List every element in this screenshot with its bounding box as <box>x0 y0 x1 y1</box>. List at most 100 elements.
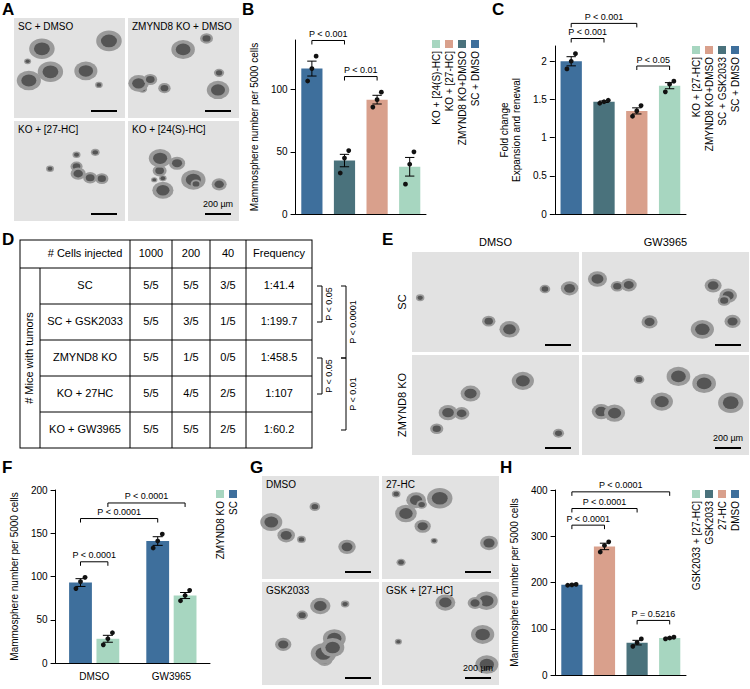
svg-text:27-HC: 27-HC <box>386 479 415 490</box>
svg-text:Mammosphere number per 5000 ce: Mammosphere number per 5000 cells <box>509 498 520 666</box>
svg-text:2/5: 2/5 <box>220 387 235 399</box>
svg-text:KO + [24(S)-HC]: KO + [24(S)-HC] <box>132 124 206 135</box>
svg-text:DMSO: DMSO <box>266 479 296 490</box>
svg-text:DMSO: DMSO <box>79 671 109 682</box>
svg-text:SC + DMSO: SC + DMSO <box>18 21 74 32</box>
svg-text:P < 0.001: P < 0.001 <box>309 29 348 39</box>
svg-text:KO + 27HC: KO + 27HC <box>57 387 114 399</box>
svg-text:KO + [27-HC]: KO + [27-HC] <box>691 57 702 118</box>
svg-text:0: 0 <box>542 670 548 681</box>
svg-text:SC: SC <box>77 279 92 291</box>
svg-text:4/5: 4/5 <box>183 387 198 399</box>
svg-text:Fold change: Fold change <box>499 102 510 157</box>
svg-text:100: 100 <box>31 571 48 582</box>
svg-text:1/5: 1/5 <box>183 351 198 363</box>
svg-text:1: 1 <box>541 132 547 143</box>
svg-text:5/5: 5/5 <box>143 351 158 363</box>
svg-text:50: 50 <box>36 614 48 625</box>
svg-text:5/5: 5/5 <box>143 279 158 291</box>
svg-text:ZMYND8 KO: ZMYND8 KO <box>53 351 118 363</box>
svg-text:ZMYND8 KO+DMSO: ZMYND8 KO+DMSO <box>704 57 715 151</box>
svg-text:200: 200 <box>182 247 200 259</box>
svg-text:0: 0 <box>282 209 288 220</box>
svg-text:GW3965: GW3965 <box>152 671 192 682</box>
svg-text:KO + GW3965: KO + GW3965 <box>49 423 121 435</box>
svg-text:27-HC: 27-HC <box>717 501 728 530</box>
svg-text:P < 0.05: P < 0.05 <box>324 287 334 321</box>
svg-text:1:41.4: 1:41.4 <box>264 279 295 291</box>
svg-text:Mammosphere number per 5000 ce: Mammosphere number per 5000 cells <box>249 43 260 211</box>
svg-text:300: 300 <box>531 531 548 542</box>
svg-text:KO + [24(S)-HC]: KO + [24(S)-HC] <box>431 51 442 125</box>
svg-text:Expansion and renewal: Expansion and renewal <box>511 78 522 182</box>
svg-text:SC + GSK2033: SC + GSK2033 <box>47 315 123 327</box>
svg-text:Mammosphere number per 5000 ce: Mammosphere number per 5000 cells <box>9 492 20 660</box>
svg-text:KO + [27-HC]: KO + [27-HC] <box>18 124 79 135</box>
svg-text:0: 0 <box>42 658 48 669</box>
svg-text:GSK2033: GSK2033 <box>266 585 310 596</box>
svg-text:P < 0.0001: P < 0.0001 <box>566 514 610 524</box>
svg-text:5/5: 5/5 <box>183 423 198 435</box>
svg-text:P < 0.01: P < 0.01 <box>348 377 358 411</box>
svg-text:KO + [27-HC]: KO + [27-HC] <box>444 51 455 112</box>
svg-text:SC + DMSO: SC + DMSO <box>730 57 741 113</box>
svg-text:1/5: 1/5 <box>220 315 235 327</box>
svg-text:SC: SC <box>228 501 239 515</box>
svg-text:100: 100 <box>271 84 288 95</box>
svg-text:3/5: 3/5 <box>183 315 198 327</box>
svg-text:Frequency: Frequency <box>253 247 305 259</box>
svg-text:ZMYND8 KO: ZMYND8 KO <box>215 501 226 560</box>
svg-text:5/5: 5/5 <box>143 387 158 399</box>
svg-text:5/5: 5/5 <box>143 315 158 327</box>
svg-text:P < 0.0001: P < 0.0001 <box>97 507 141 517</box>
svg-text:400: 400 <box>531 485 548 496</box>
svg-text:1000: 1000 <box>139 247 163 259</box>
svg-text:0/5: 0/5 <box>220 351 235 363</box>
svg-text:ZMYND8 KO: ZMYND8 KO <box>396 372 408 437</box>
svg-text:GSK2033: GSK2033 <box>704 501 715 545</box>
svg-text:200 µm: 200 µm <box>713 433 743 443</box>
svg-text:SC + GSK2033: SC + GSK2033 <box>717 57 728 126</box>
svg-text:0.5: 0.5 <box>533 170 547 181</box>
svg-text:ZMYND8 KO + DMSO: ZMYND8 KO + DMSO <box>132 21 232 32</box>
svg-text:P < 0.01: P < 0.01 <box>344 65 378 75</box>
svg-text:P < 0.05: P < 0.05 <box>324 359 334 393</box>
svg-text:GSK + [27-HC]: GSK + [27-HC] <box>386 585 453 596</box>
svg-text:P < 0.001: P < 0.001 <box>585 12 624 22</box>
svg-text:1:60.2: 1:60.2 <box>264 423 295 435</box>
svg-text:GSK2033 + [27-HC]: GSK2033 + [27-HC] <box>691 501 702 590</box>
svg-text:P < 0.0001: P < 0.0001 <box>125 491 169 501</box>
svg-text:1:199.7: 1:199.7 <box>261 315 298 327</box>
svg-text:0: 0 <box>541 209 547 220</box>
svg-text:1:458.5: 1:458.5 <box>261 351 298 363</box>
svg-text:2: 2 <box>541 56 547 67</box>
svg-text:50: 50 <box>276 146 288 157</box>
svg-text:5/5: 5/5 <box>143 423 158 435</box>
svg-text:DMSO: DMSO <box>479 236 512 248</box>
svg-text:200 µm: 200 µm <box>203 199 233 209</box>
svg-text:ZMYND8 KO+DMSO: ZMYND8 KO+DMSO <box>457 51 468 145</box>
svg-text:# Mice with tumors: # Mice with tumors <box>23 312 35 404</box>
svg-text:P < 0.0001: P < 0.0001 <box>599 480 643 490</box>
svg-text:SC + DMSO: SC + DMSO <box>470 51 481 107</box>
svg-text:P = 0.5216: P = 0.5216 <box>632 609 676 619</box>
svg-text:P < 0.0001: P < 0.0001 <box>348 300 358 344</box>
svg-text:P < 0.001: P < 0.001 <box>568 27 607 37</box>
svg-text:# Cells injected: # Cells injected <box>48 247 123 259</box>
svg-text:P < 0.0001: P < 0.0001 <box>72 550 116 560</box>
svg-text:2/5: 2/5 <box>220 423 235 435</box>
svg-text:SC: SC <box>396 294 408 309</box>
svg-text:DMSO: DMSO <box>730 501 741 531</box>
svg-text:P < 0.0001: P < 0.0001 <box>583 497 627 507</box>
svg-text:40: 40 <box>222 247 234 259</box>
svg-text:200: 200 <box>531 577 548 588</box>
svg-text:1.5: 1.5 <box>533 94 547 105</box>
svg-text:1:107: 1:107 <box>265 387 293 399</box>
svg-text:P < 0.05: P < 0.05 <box>636 55 670 65</box>
svg-text:150: 150 <box>31 528 48 539</box>
svg-text:5/5: 5/5 <box>183 279 198 291</box>
svg-text:100: 100 <box>531 623 548 634</box>
svg-text:GW3965: GW3965 <box>644 236 687 248</box>
svg-text:200 µm: 200 µm <box>463 663 493 673</box>
svg-text:3/5: 3/5 <box>220 279 235 291</box>
